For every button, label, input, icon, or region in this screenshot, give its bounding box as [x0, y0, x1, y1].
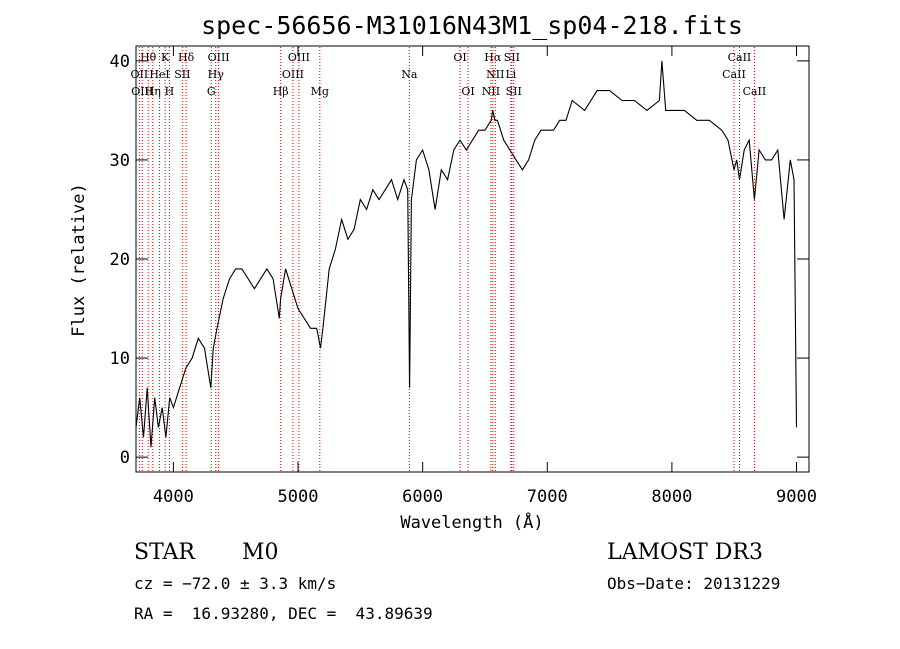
line-label: CaII	[728, 51, 752, 64]
line-label: Hδ	[178, 51, 195, 64]
x-axis-label: Wavelength (Å)	[400, 511, 543, 533]
line-label: Mg	[311, 85, 329, 98]
line-label: Li	[505, 68, 516, 81]
line-label: OI	[453, 51, 466, 64]
line-label: SII	[506, 85, 522, 98]
line-label: Hα	[484, 51, 502, 64]
line-label: Hη	[145, 85, 161, 98]
coordinates-text: RA = 16.93280, DEC = 43.89639	[134, 604, 433, 623]
line-label: OIII	[208, 51, 230, 64]
y-tick-label: 40	[110, 52, 130, 72]
line-label: OIII	[288, 51, 310, 64]
x-tick-label: 4000	[153, 487, 194, 507]
line-label: NII	[486, 68, 504, 81]
line-label: OI	[461, 85, 474, 98]
x-tick-label: 6000	[402, 487, 443, 507]
x-tick-label: 9000	[776, 487, 817, 507]
line-label: G	[207, 85, 216, 98]
y-tick-label: 10	[110, 349, 130, 369]
line-label: Na	[401, 68, 418, 81]
line-label: K	[161, 51, 170, 64]
line-label: Hβ	[273, 85, 289, 98]
line-label: SII	[504, 51, 520, 64]
x-tick-label: 5000	[278, 487, 319, 507]
velocity-text: cz = −72.0 ± 3.3 km/s	[134, 574, 337, 593]
class-label: STAR	[134, 540, 195, 565]
line-label: OII	[131, 68, 149, 81]
line-label: CaII	[722, 68, 746, 81]
obs-date-text: Obs−Date: 20131229	[607, 574, 781, 593]
survey-label: LAMOST DR3	[607, 540, 763, 565]
spectrum-line	[135, 60, 798, 448]
line-label: OIII	[131, 85, 153, 98]
x-tick-label: 7000	[527, 487, 568, 507]
line-label: Hγ	[208, 68, 225, 81]
line-label: SII	[174, 68, 190, 81]
chart-title: spec-56656-M31016N43M1_sp04-218.fits	[201, 11, 743, 40]
y-axis-label: Flux (relative)	[69, 183, 89, 337]
line-label: HeI	[149, 68, 169, 81]
y-tick-label: 0	[120, 448, 130, 468]
y-tick-label: 20	[110, 250, 130, 270]
line-label: OIII	[282, 68, 304, 81]
plot-frame	[135, 45, 810, 473]
spectrum-series	[135, 60, 798, 448]
line-label: CaII	[743, 85, 767, 98]
line-label: NII	[482, 85, 500, 98]
axis-ticks: 4000 5000 6000 7000 8000 9000 0 10 20 30 40	[110, 46, 817, 507]
y-tick-label: 30	[110, 151, 130, 171]
subclass-label: M0	[242, 540, 279, 565]
x-tick-label: 8000	[651, 487, 692, 507]
line-label: H	[165, 85, 175, 98]
